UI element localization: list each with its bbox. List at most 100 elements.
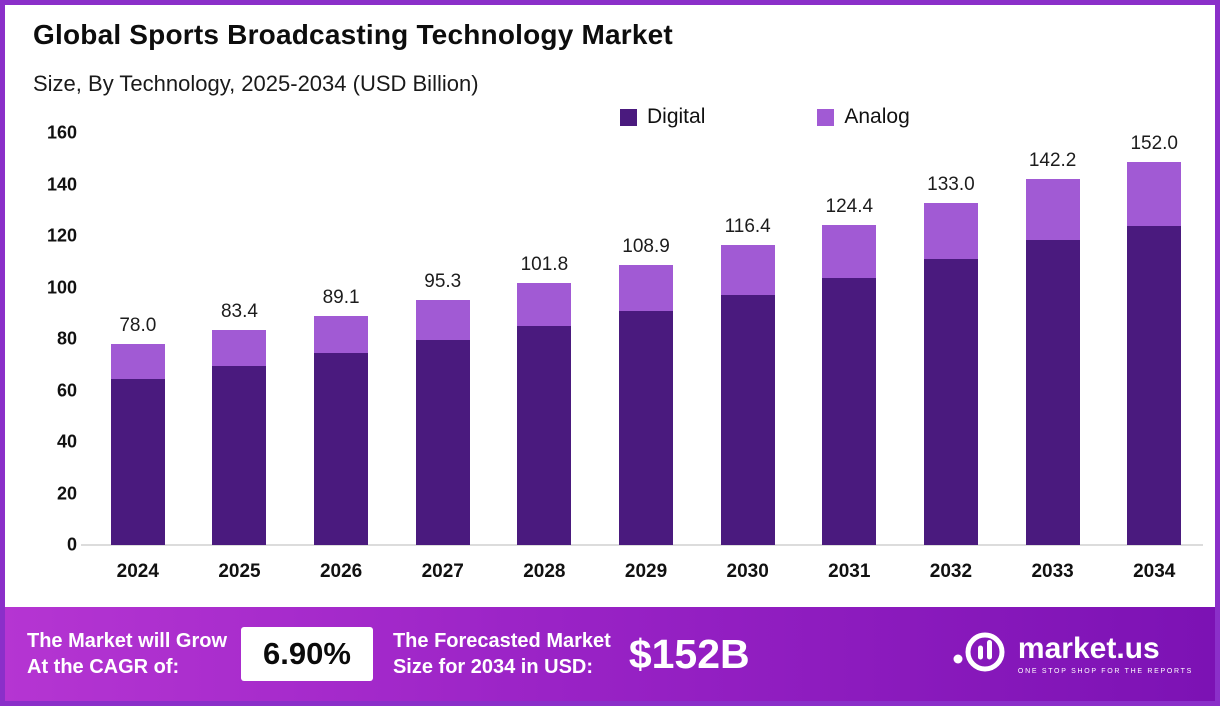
bar-column: 142.2 2033 xyxy=(1002,133,1104,583)
brand-text: market.us ONE STOP SHOP FOR THE REPORTS xyxy=(1017,631,1193,675)
bar-segment-analog xyxy=(110,344,165,379)
y-tick-label: 60 xyxy=(56,380,77,400)
legend-label: Digital xyxy=(647,105,706,128)
bar-total-label: 83.4 xyxy=(220,301,258,323)
bar-total-label: 89.1 xyxy=(322,286,360,308)
forecast-label: The Forecasted Market Size for 2034 in U… xyxy=(393,628,611,680)
bar-segment-analog xyxy=(1127,162,1182,226)
y-tick-label: 20 xyxy=(56,483,77,503)
bar-segment-digital xyxy=(314,353,369,545)
y-tick-label: 160 xyxy=(46,122,77,143)
bar-column: 124.4 2031 xyxy=(798,133,900,583)
y-tick-label: 40 xyxy=(56,431,77,452)
bar-segment-digital xyxy=(822,277,877,545)
bar-stack: 124.4 xyxy=(798,133,900,545)
bar-segment-analog xyxy=(212,330,267,367)
bar-segment-analog xyxy=(415,299,470,341)
bar-total-label: 78.0 xyxy=(119,315,157,337)
y-tick-label: 80 xyxy=(56,328,77,349)
y-tick-label: 100 xyxy=(46,277,77,297)
cagr-label: The Market will Grow At the CAGR of: xyxy=(27,628,227,680)
x-axis-label: 2033 xyxy=(1031,561,1074,582)
y-axis: 0 20 40 60 80 100 120 140 160 xyxy=(19,123,77,555)
bar-segment-digital xyxy=(720,295,775,545)
bar-stack: 83.4 xyxy=(189,133,291,545)
bar-stack: 142.2 xyxy=(1002,133,1104,545)
bar-total-label: 95.3 xyxy=(424,270,462,292)
bar-segment-analog xyxy=(1025,178,1080,240)
bar-column: 133.0 2032 xyxy=(900,133,1002,583)
bar-column: 89.1 2026 xyxy=(290,133,392,583)
bars-area: 78.0 2024 83.4 2025 89.1 2026 95.3 2027 101.8 202… xyxy=(87,133,1205,583)
bar-total-label: 101.8 xyxy=(520,253,569,275)
bar-segment-analog xyxy=(923,202,978,260)
x-axis-label: 2026 xyxy=(319,561,363,582)
bar-stack: 116.4 xyxy=(697,133,799,545)
bar-total-label: 108.9 xyxy=(622,235,670,257)
brand-tagline: ONE STOP SHOP FOR THE REPORTS xyxy=(1017,667,1193,675)
y-tick-label: 140 xyxy=(46,174,77,194)
bar-stack: 101.8 xyxy=(494,133,596,545)
bar-column: 83.4 2025 xyxy=(189,133,291,583)
chart-subtitle: Size, By Technology, 2025-2034 (USD Bill… xyxy=(33,71,479,96)
bar-stack: 95.3 xyxy=(392,133,494,545)
footer-banner: The Market will Grow At the CAGR of: 6.9… xyxy=(5,607,1215,701)
legend-label: Analog xyxy=(844,105,910,128)
cagr-value-badge: 6.90% xyxy=(241,627,373,681)
bar-segment-analog xyxy=(314,315,369,354)
bar-column: 101.8 2028 xyxy=(494,133,596,583)
legend-swatch-analog xyxy=(817,108,835,126)
forecast-value: $152B xyxy=(628,630,750,677)
bar-segment-analog xyxy=(517,282,572,327)
bar-segment-digital xyxy=(1025,239,1080,545)
plot-area: 0 20 40 60 80 100 120 140 160 78.0 2024 83.4 2025 89… xyxy=(5,123,1215,603)
bar-segment-digital xyxy=(415,340,470,545)
marketus-logo-icon xyxy=(952,629,1008,680)
x-axis-label: 2028 xyxy=(523,561,566,582)
chart-panel: Global Sports Broadcasting Technology Ma… xyxy=(5,5,1215,607)
legend-item-analog: Analog xyxy=(817,105,910,129)
x-axis-label: 2024 xyxy=(116,561,159,582)
bar-total-label: 152.0 xyxy=(1130,133,1178,154)
bar-stack: 152.0 xyxy=(1103,133,1205,545)
bar-column: 95.3 2027 xyxy=(392,133,494,583)
legend-item-digital: Digital xyxy=(620,105,705,129)
bar-segment-digital xyxy=(517,326,572,545)
cagr-label-line2: At the CAGR of: xyxy=(27,656,180,678)
bar-column: 116.4 2030 xyxy=(697,133,799,583)
bar-total-label: 124.4 xyxy=(825,195,874,217)
bar-segment-digital xyxy=(212,366,267,545)
x-axis-label: 2029 xyxy=(624,561,668,582)
brand-name: market.us xyxy=(1017,631,1160,665)
x-axis-label: 2030 xyxy=(726,561,769,582)
bar-stack: 78.0 xyxy=(87,133,189,545)
forecast-label-line2: Size for 2034 in USD: xyxy=(392,656,594,678)
legend-swatch-digital xyxy=(620,108,637,126)
bar-total-label: 116.4 xyxy=(724,216,771,238)
x-axis-label: 2027 xyxy=(421,561,464,582)
forecast-label-line1: The Forecasted Market xyxy=(392,630,611,652)
x-axis-label: 2031 xyxy=(828,561,871,582)
brand-block: market.us ONE STOP SHOP FOR THE REPORTS xyxy=(952,629,1193,680)
bar-segment-analog xyxy=(619,264,674,312)
bar-column: 152.0 2034 xyxy=(1103,133,1205,583)
chart-legend: Digital Analog xyxy=(620,105,910,129)
x-axis-label: 2025 xyxy=(218,561,261,582)
bar-column: 108.9 2029 xyxy=(595,133,697,583)
bar-stack: 108.9 xyxy=(595,133,697,545)
bar-segment-analog xyxy=(720,245,775,296)
y-tick-label: 0 xyxy=(66,534,77,555)
bar-stack: 89.1 xyxy=(290,133,392,545)
bar-segment-analog xyxy=(822,224,877,278)
bar-total-label: 133.0 xyxy=(927,173,975,195)
x-axis-baseline xyxy=(81,544,1203,546)
x-axis-label: 2034 xyxy=(1133,561,1176,582)
bar-segment-digital xyxy=(619,311,674,545)
chart-title: Global Sports Broadcasting Technology Ma… xyxy=(33,19,673,50)
bar-total-label: 142.2 xyxy=(1028,149,1077,171)
y-tick-label: 120 xyxy=(46,225,77,246)
bar-segment-digital xyxy=(110,378,165,545)
bar-stack: 133.0 xyxy=(900,133,1002,545)
bar-segment-digital xyxy=(1127,225,1182,545)
